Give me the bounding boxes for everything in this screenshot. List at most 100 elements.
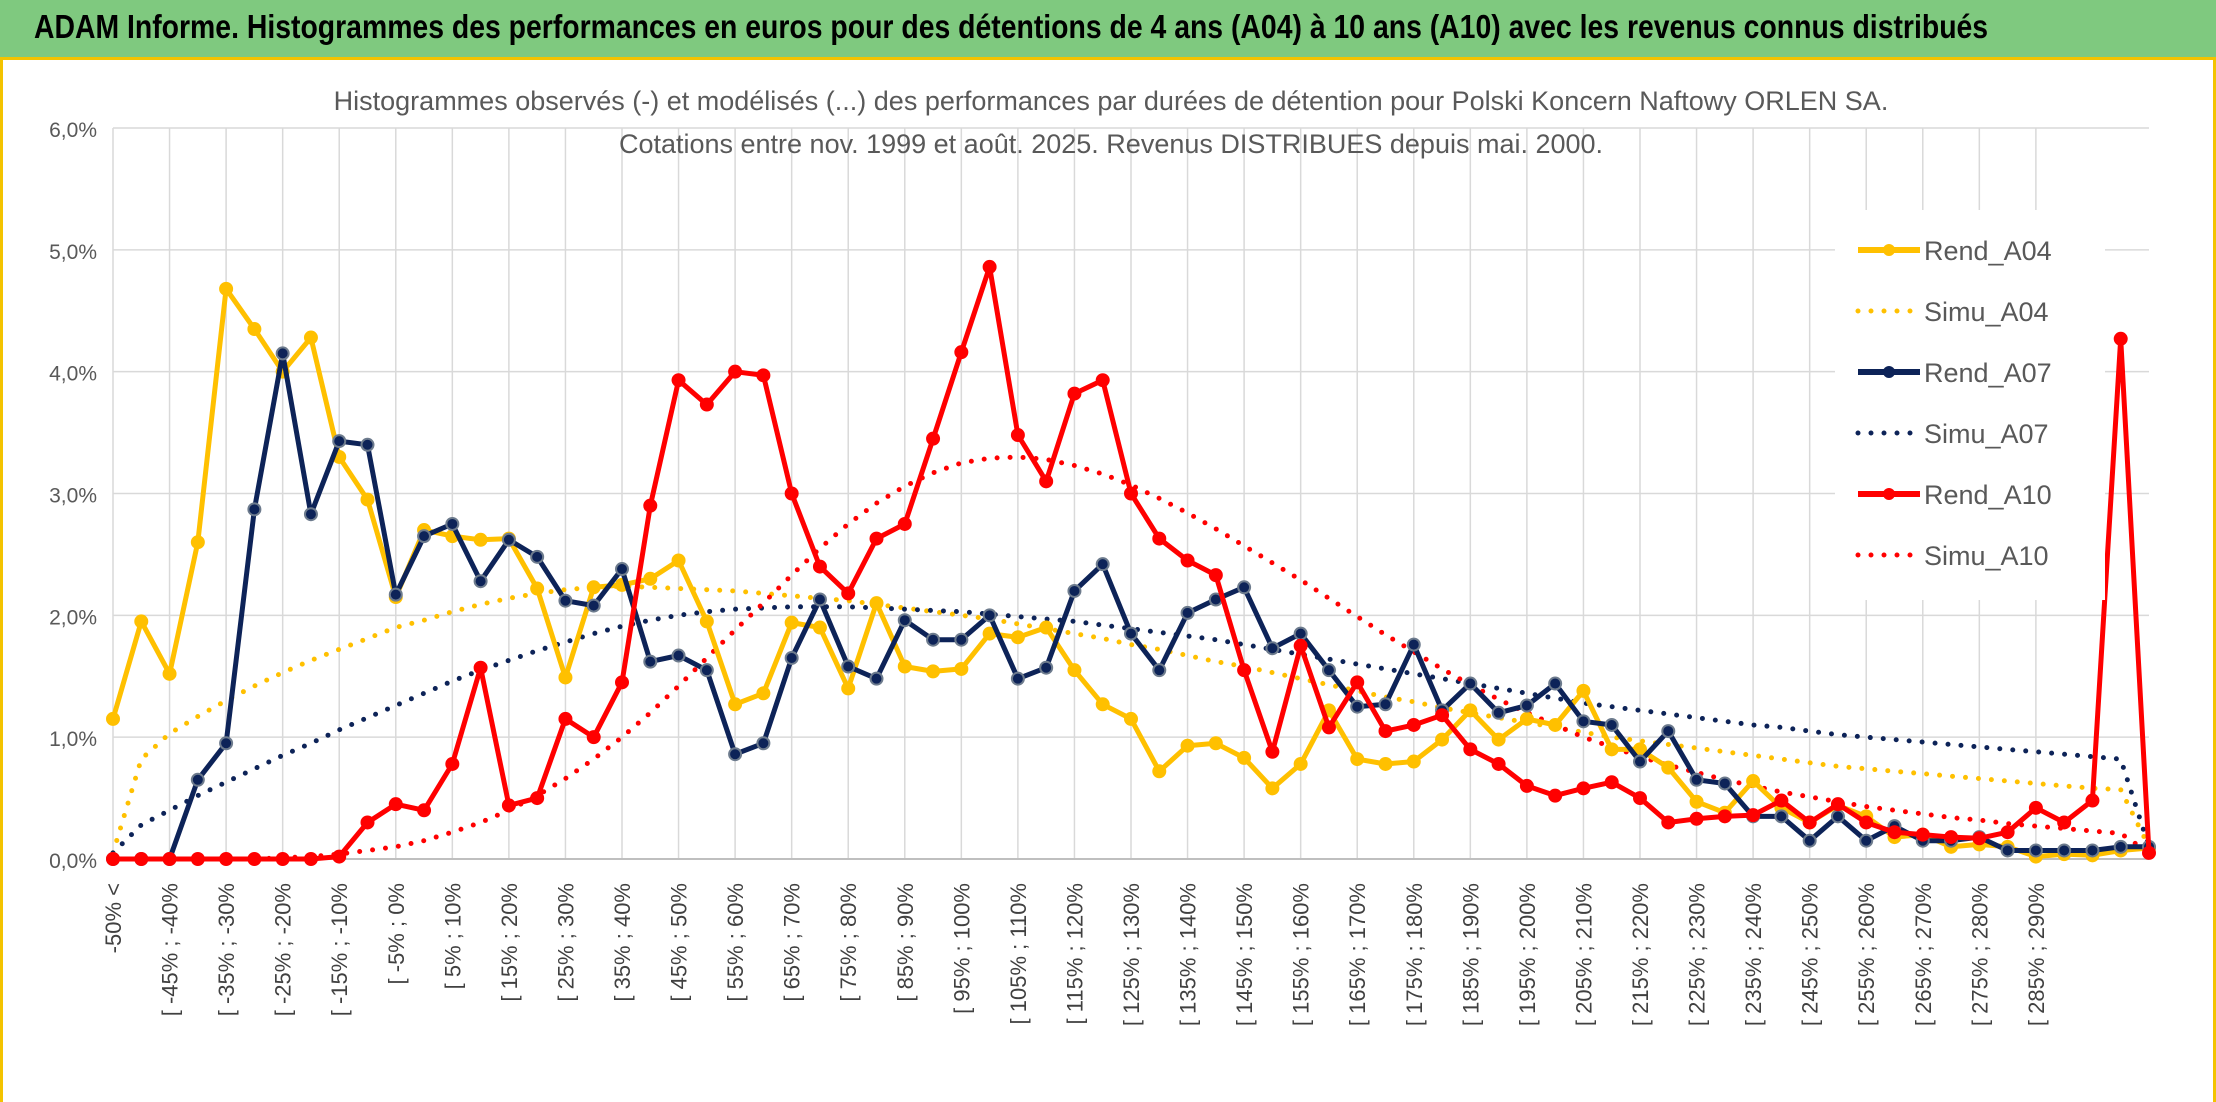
data-point [897,659,912,674]
x-tick-label: [ -5% ; 0% [384,883,409,984]
data-point [190,852,205,866]
data-point [1095,557,1110,572]
x-tick-label: [ -45% ; -40% [158,883,183,1016]
data-point [671,553,686,568]
data-point [699,663,714,678]
data-point [784,486,799,501]
data-point [558,593,573,608]
legend-item: Rend_A04 [1858,236,2052,266]
data-point [530,791,545,806]
legend-background [1835,210,2105,600]
data-point [728,364,743,379]
data-point [926,431,941,446]
data-point [2085,843,2100,858]
data-point [1548,676,1563,691]
data-point [671,648,686,663]
report-title: ADAM Informe. Histogrammes des performan… [34,8,1989,45]
data-point [1378,697,1393,712]
data-point [1095,697,1110,712]
legend-item: Rend_A10 [1858,480,2052,510]
chart-subtitle: Cotations entre nov. 1999 et août. 2025.… [619,129,1603,159]
data-point [1774,809,1789,824]
data-point [1689,772,1704,787]
data-point [869,596,884,611]
y-tick-label: 6,0% [49,119,97,142]
data-point [558,670,573,685]
data-point [473,574,488,589]
data-point [1039,620,1054,635]
data-point [247,852,262,866]
data-point [1604,775,1619,790]
data-point [332,849,347,864]
data-point [445,756,460,771]
data-point [1746,774,1761,789]
x-tick-label: [ 65% ; 70% [780,883,805,1002]
y-tick-label: 3,0% [49,485,97,508]
x-tick-label: [ 55% ; 60% [723,883,748,1002]
data-point [1124,626,1138,641]
data-point [2085,793,2100,808]
data-point [1661,724,1676,739]
data-point [1830,797,1845,812]
data-point [2142,845,2156,860]
data-point [1661,815,1676,830]
data-point [812,620,827,635]
legend-item: Simu_A04 [1855,297,2049,327]
data-point [1519,778,1534,793]
series-line [110,583,2152,856]
data-point [841,586,856,601]
data-point [558,711,573,726]
data-point [1208,568,1223,583]
data-point [1378,724,1393,739]
data-point [1321,663,1336,678]
data-point [1802,815,1817,830]
data-point [2113,839,2128,854]
legend-item: Rend_A07 [1858,358,2052,388]
data-point [982,259,997,274]
data-point [2028,800,2043,815]
data-point [275,346,290,361]
x-tick-label: [ 275% ; 280% [1967,883,1992,1026]
data-point [1010,630,1025,645]
data-point [756,686,771,701]
data-point [1350,752,1365,767]
y-tick-label: 2,0% [49,606,97,629]
data-point [1039,474,1054,489]
data-point [445,516,460,531]
x-tick-label: -50% < [101,883,126,953]
data-point [190,772,205,787]
chart-grid [112,127,2149,860]
data-point [1491,705,1506,720]
data-point [1576,683,1591,698]
x-tick-label: [ 165% ; 170% [1345,883,1370,1026]
data-point [643,571,658,586]
x-axis: -50% < [ -45% ; -40% [ -35% ; -30% [ -25% ;… [101,858,2149,1026]
x-tick-label: [ 195% ; 200% [1515,883,1540,1026]
data-point [615,675,629,690]
data-point [388,587,403,602]
legend-label: Simu_A04 [1924,297,2049,327]
data-point [1689,811,1704,826]
data-point [1265,781,1280,796]
x-tick-label: [ 175% ; 180% [1402,883,1427,1026]
data-point [1604,717,1619,732]
data-point [106,711,120,726]
data-point [1915,827,1930,842]
data-point [360,437,375,452]
data-point [1972,831,1987,846]
data-point [388,797,403,812]
data-point [615,562,629,577]
x-tick-label: [ 155% ; 160% [1289,883,1314,1026]
data-point [1180,553,1195,568]
data-point [1859,833,1874,848]
data-point [2000,825,2015,840]
data-point [1095,373,1110,388]
data-point [1774,793,1789,808]
data-point [219,852,234,866]
data-point [586,730,601,745]
data-point [530,549,545,564]
legend-label: Rend_A10 [1924,480,2052,510]
data-point [417,529,432,544]
x-tick-label: [ 265% ; 270% [1911,883,1936,1026]
data-point [2057,815,2072,830]
